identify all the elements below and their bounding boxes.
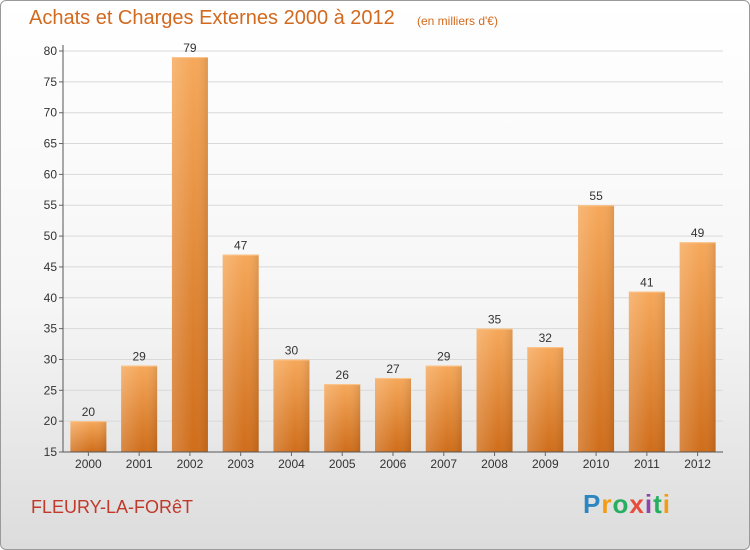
value-label: 49 [691, 226, 705, 240]
y-tick-label: 50 [44, 229, 58, 243]
logo-letter: i [644, 489, 654, 519]
logo-letter: P [583, 489, 602, 519]
value-label: 47 [234, 239, 248, 253]
bar-shade [628, 291, 665, 452]
y-tick-label: 80 [44, 44, 58, 58]
logo-letter: x [629, 489, 645, 519]
bar-shade [70, 421, 107, 452]
bar-shade [527, 347, 564, 452]
x-tick-label: 2002 [177, 457, 204, 471]
logo-letter: o [612, 489, 630, 519]
proxiti-logo: Proxiti [583, 489, 671, 520]
value-label: 27 [386, 362, 400, 376]
y-tick-label: 25 [44, 383, 58, 397]
x-tick-label: 2012 [684, 457, 711, 471]
x-tick-label: 2001 [126, 457, 153, 471]
value-label: 41 [640, 276, 654, 290]
logo-letter: t [653, 489, 663, 519]
x-tick-label: 2006 [380, 457, 407, 471]
value-label: 55 [589, 189, 603, 203]
y-tick-label: 60 [44, 167, 58, 181]
y-tick-label: 65 [44, 137, 58, 151]
x-tick-label: 2009 [532, 457, 559, 471]
bars [70, 57, 716, 453]
bar-shade [425, 365, 462, 452]
bar-shade [476, 328, 513, 452]
y-tick-label: 30 [44, 352, 58, 366]
value-labels: 20 29 79 47 30 26 27 29 35 32 55 41 49 [82, 41, 705, 419]
bar-shade [273, 359, 310, 452]
logo-letter: i [662, 489, 671, 519]
chart-subtitle: (en milliers d'€) [417, 14, 498, 28]
value-label: 29 [437, 350, 451, 364]
y-tick-label: 70 [44, 106, 58, 120]
x-tick-label: 2000 [75, 457, 102, 471]
y-tick-label: 75 [44, 75, 58, 89]
y-tick-label: 40 [44, 291, 58, 305]
x-tick-label: 2004 [278, 457, 305, 471]
value-label: 30 [285, 343, 299, 357]
x-tick-label: 2010 [583, 457, 610, 471]
y-tick-label: 55 [44, 198, 58, 212]
x-tick-label: 2011 [634, 457, 660, 471]
value-label: 26 [336, 368, 350, 382]
value-label: 32 [539, 331, 553, 345]
axes: 15 20 25 30 35 40 45 50 55 60 65 70 75 80 2000 2001 2002… [44, 44, 723, 471]
bar-shade [121, 365, 158, 452]
x-tick-label: 2008 [481, 457, 508, 471]
city-name: FLEURY-LA-FORêT [31, 497, 194, 517]
value-label: 29 [132, 350, 146, 364]
chart-title: Achats et Charges Externes 2000 à 2012 [29, 7, 395, 29]
y-tick-label: 45 [44, 260, 58, 274]
y-tick-label: 15 [44, 445, 58, 459]
value-label: 35 [488, 313, 502, 327]
bar-shade [578, 205, 615, 452]
bar-shade [324, 384, 361, 452]
x-tick-label: 2005 [329, 457, 356, 471]
y-tick-label: 35 [44, 322, 58, 336]
y-tick-label: 20 [44, 414, 58, 428]
bar-shade [375, 377, 411, 452]
value-label: 20 [82, 405, 96, 419]
x-tick-label: 2003 [227, 457, 254, 471]
bar-shade [171, 57, 208, 453]
logo-letter: r [601, 489, 613, 519]
bar-shade [679, 242, 716, 452]
bar-shade [222, 254, 259, 452]
x-tick-label: 2007 [430, 457, 457, 471]
value-label: 79 [183, 41, 197, 55]
